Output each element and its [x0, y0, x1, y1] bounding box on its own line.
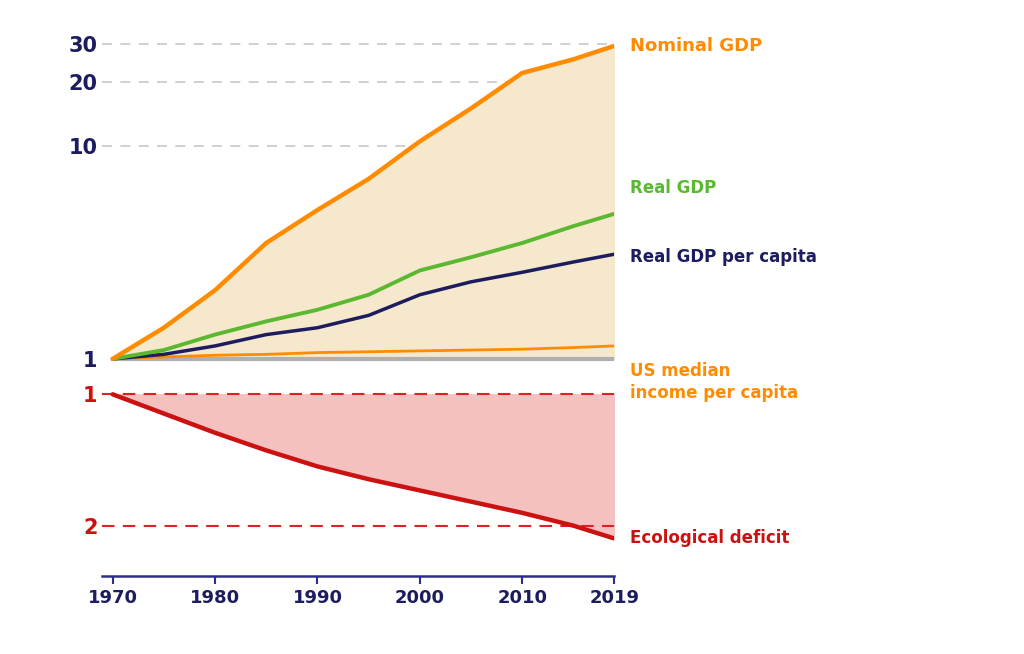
Text: Real GDP: Real GDP [630, 179, 716, 197]
Text: Real GDP per capita: Real GDP per capita [630, 249, 816, 266]
Text: Ecological deficit: Ecological deficit [630, 530, 790, 547]
Text: Nominal GDP: Nominal GDP [630, 37, 762, 55]
Text: US median
income per capita: US median income per capita [630, 362, 798, 402]
